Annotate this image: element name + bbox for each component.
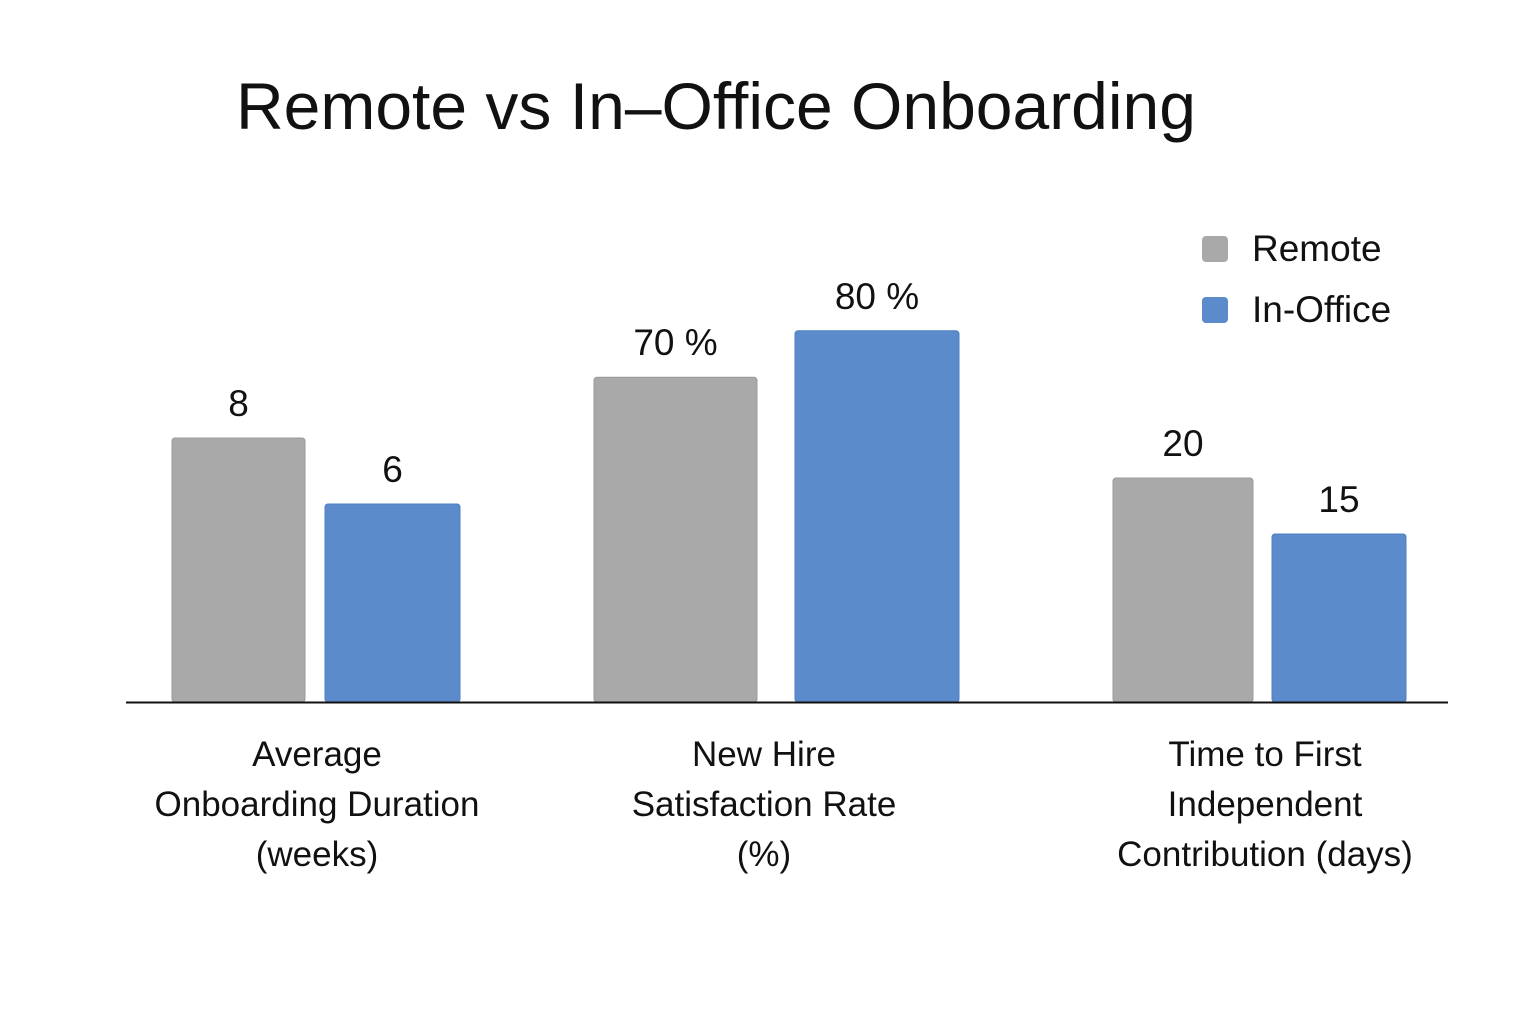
bar-remote-first-contribution [1112,477,1254,703]
category-label-satisfaction-rate: New Hire Satisfaction Rate (%) [631,735,897,874]
legend: Remote In-Office [1202,218,1502,340]
data-label-in-office-onboarding-duration: 6 [382,449,403,490]
category-label-onboarding-duration: Average Onboarding Duration (weeks) [154,735,480,874]
data-label-in-office-first-contribution: 15 [1318,479,1359,520]
bar-remote-onboarding-duration [171,437,306,703]
legend-label-in-office: In-Office [1252,289,1392,330]
legend-swatch-in-office [1202,296,1228,323]
bar-in-office-onboarding-duration [324,503,461,703]
data-label-remote-satisfaction-rate: 70 % [633,322,717,363]
legend-label-remote: Remote [1252,228,1382,269]
bar-in-office-first-contribution [1271,533,1407,703]
legend-item-remote: Remote [1202,218,1502,279]
data-label-remote-onboarding-duration: 8 [228,383,249,424]
legend-swatch-remote [1202,235,1228,262]
chart-title: Remote vs In–Office Onboarding [236,69,1196,143]
bar-remote-satisfaction-rate [593,376,758,703]
bar-in-office-satisfaction-rate [794,330,960,703]
category-label-first-contribution: Time to First Independent Contribution (… [1117,735,1413,874]
data-label-in-office-satisfaction-rate: 80 % [835,276,919,317]
data-label-remote-first-contribution: 20 [1162,423,1203,464]
legend-item-in-office: In-Office [1202,279,1502,340]
